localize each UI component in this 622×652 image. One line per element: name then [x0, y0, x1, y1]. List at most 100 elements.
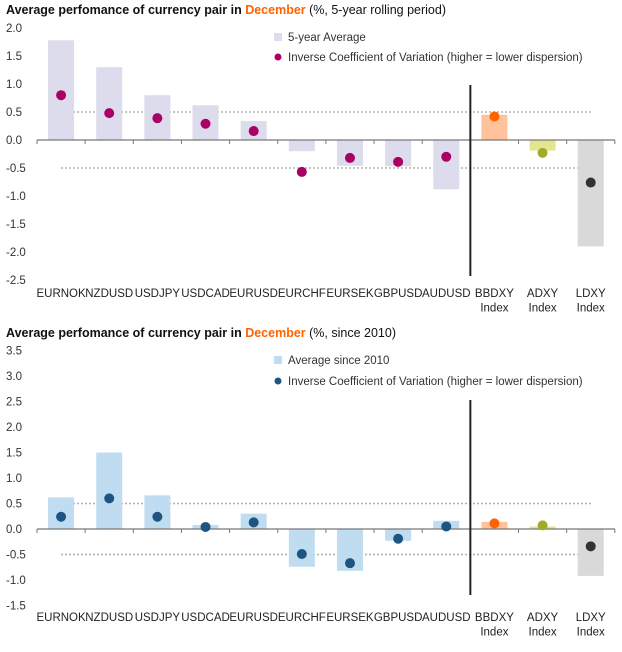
chart-2-legend-bar-label: Average since 2010: [288, 355, 389, 367]
chart-1-plot: 2.0 1.5 1.0 0.5 0.0 -0.5 -1.0 -1.5 -2.0 -2.5 EURNO…: [6, 23, 616, 315]
chart-1-y-tick-label: -0.5: [6, 163, 26, 175]
chart-2-title: Average perfomance of currency pair in D…: [6, 326, 396, 340]
chart-2-x-tick-label: Index: [577, 627, 605, 639]
chart-1-y-tick-label: 0.0: [6, 135, 22, 147]
chart-1-x-tick-label: BBDXY: [475, 288, 514, 300]
chart-2-x-tick-label: Index: [480, 627, 508, 639]
chart-1-x-tick-label: EURSEK: [326, 288, 374, 300]
chart-2-y-tick-label: -1.5: [6, 601, 26, 613]
chart-2-dot-eurusd: [248, 517, 259, 528]
chart-2-dot-gbpusd: [393, 533, 404, 544]
chart-1-x-tick-label: EURCHF: [278, 288, 326, 300]
chart-1-title-month: December: [245, 3, 306, 17]
chart-2-x-tick-label: EURNOK: [36, 612, 86, 624]
chart-1-legend-dot-label: Inverse Coefficient of Variation (higher…: [288, 52, 583, 64]
chart-2-dot-ldxy: [585, 541, 596, 552]
chart-2-x-tick-label: NZDUSD: [85, 612, 133, 624]
chart-1-dot-audusd: [441, 151, 452, 162]
chart-1-legend-bar-swatch: [274, 33, 282, 41]
chart-1-x-tick-label: LDXY: [576, 288, 606, 300]
chart-1-legend-bar-label: 5-year Average: [288, 32, 366, 44]
chart-1-bar-eurnok: [48, 40, 75, 140]
chart-1-title-suffix: (%, 5-year rolling period): [305, 3, 446, 17]
chart-1-dot-bbdxy: [489, 111, 500, 122]
chart-1-dot-eursek: [344, 152, 355, 163]
chart-1-x-tick-label: USDJPY: [135, 288, 181, 300]
chart-1-y-tick-label: -1.0: [6, 191, 26, 203]
chart-1-y-tick-label: 2.0: [6, 23, 22, 35]
chart-1-title: Average perfomance of currency pair in D…: [6, 3, 446, 17]
chart-2-x-tick-label: USDCAD: [181, 612, 230, 624]
chart-1-legend-dot-swatch: [274, 53, 282, 61]
chart-1-y-tick-label: 1.5: [6, 51, 22, 63]
chart-1-x-tick-label: ADXY: [527, 288, 559, 300]
chart-2-x-tick-label: EURCHF: [278, 612, 326, 624]
chart-1-x-tick-label: EURUSD: [229, 288, 278, 300]
chart-2-y-tick-label: 0.5: [6, 499, 22, 511]
chart-1-x-tick-label: USDCAD: [181, 288, 230, 300]
chart-2-dot-nzdusd: [104, 493, 115, 504]
chart-1-dot-eurusd: [248, 126, 259, 137]
chart-2-dot-eurnok: [56, 511, 67, 522]
chart-1-dot-eurchf: [296, 166, 307, 177]
chart-1-dot-nzdusd: [104, 108, 115, 119]
chart-1-x-tick-label: GBPUSD: [374, 288, 423, 300]
chart-1-x-tick-label: Index: [480, 303, 508, 315]
chart-2-x-tick-label: LDXY: [576, 612, 606, 624]
chart-2-bar-nzdusd: [96, 452, 123, 529]
chart-1-dot-gbpusd: [393, 156, 404, 167]
chart-2-title-suffix: (%, since 2010): [305, 326, 396, 340]
chart-2-x-tick-label: ADXY: [527, 612, 559, 624]
chart-2-y-tick-label: 3.5: [6, 346, 22, 358]
chart-2-legend-bar-swatch: [274, 356, 282, 364]
chart-2-x-tick-label: GBPUSD: [374, 612, 423, 624]
chart-1-dot-adxy: [537, 147, 548, 158]
chart-2-y-tick-label: 2.5: [6, 397, 22, 409]
chart-1-y-tick-label: -1.5: [6, 219, 26, 231]
chart-2-x-tick-label: AUDUSD: [422, 612, 471, 624]
chart-2-y-tick-label: 3.0: [6, 371, 22, 383]
chart-1-bar-nzdusd: [96, 67, 123, 140]
chart-1-y-tick-label: 0.5: [6, 107, 22, 119]
chart-2-x-tick-label: EURSEK: [326, 612, 374, 624]
chart-2-x-tick-label: Index: [529, 627, 557, 639]
chart-1-title-prefix: Average perfomance of currency pair in: [6, 3, 246, 17]
chart-1-x-tick-label: NZDUSD: [85, 288, 133, 300]
chart-2-title-prefix: Average perfomance of currency pair in: [6, 326, 246, 340]
chart-2-legend-dot-label: Inverse Coefficient of Variation (higher…: [288, 376, 583, 388]
chart-2-dot-audusd: [441, 521, 452, 532]
chart-1-y-tick-label: -2.0: [6, 247, 26, 259]
chart-1-dot-usdcad: [200, 118, 211, 129]
chart-2-y-tick-label: 1.0: [6, 473, 22, 485]
chart-2-legend-dot-swatch: [274, 377, 282, 385]
chart-2-x-tick-label: BBDXY: [475, 612, 514, 624]
chart-2-title-month: December: [245, 326, 306, 340]
chart-2-y-tick-label: -1.0: [6, 575, 26, 587]
chart-1-bar-eurchf: [288, 140, 315, 152]
chart-2-dot-usdjpy: [152, 511, 163, 522]
chart-2-dot-eursek: [344, 558, 355, 569]
chart-2-y-tick-label: 1.5: [6, 448, 22, 460]
chart-2-x-tick-label: EURUSD: [229, 612, 278, 624]
chart-2-dot-bbdxy: [489, 518, 500, 529]
chart-1-dot-eurnok: [56, 90, 67, 101]
chart-1-x-tick-label: AUDUSD: [422, 288, 471, 300]
chart-1-x-tick-label: Index: [577, 303, 605, 315]
chart-2-dot-eurchf: [296, 548, 307, 559]
chart-1-y-tick-label: -2.5: [6, 275, 26, 287]
chart-2-plot: 3.5 3.0 2.5 2.0 1.5 1.0 0.5 0.0 -0.5 -1.0 -1.5 EURN…: [6, 346, 616, 639]
chart-1-bar-audusd: [433, 140, 460, 190]
chart-2-dot-usdcad: [200, 521, 211, 532]
chart-1-x-tick-label: EURNOK: [36, 288, 86, 300]
chart-1-bar-ldxy: [577, 140, 604, 247]
chart-1-bar-adxy: [529, 140, 556, 151]
chart-2-y-tick-label: -0.5: [6, 550, 26, 562]
chart-2-x-tick-label: USDJPY: [135, 612, 181, 624]
chart-2-y-tick-label: 2.0: [6, 422, 22, 434]
chart-2-dot-adxy: [537, 520, 548, 531]
chart-2-bar-eurchf: [288, 529, 315, 567]
chart-2-y-tick-label: 0.0: [6, 524, 22, 536]
chart-1-dot-ldxy: [585, 177, 596, 188]
chart-1-dot-usdjpy: [152, 113, 163, 124]
chart-1-x-tick-label: Index: [529, 303, 557, 315]
